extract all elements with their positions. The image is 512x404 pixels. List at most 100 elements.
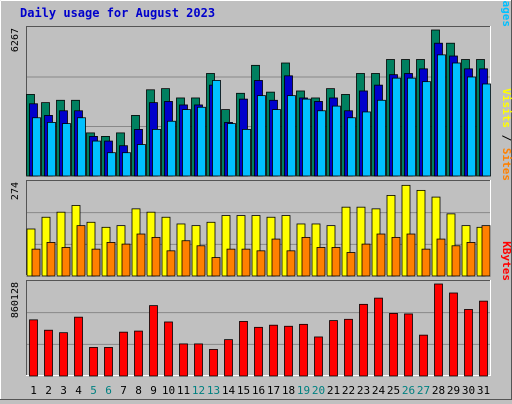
day-label-11: 11 (177, 384, 190, 397)
bar-pages-day-25 (392, 77, 401, 177)
chart-title: Daily usage for August 2023 (20, 6, 215, 20)
bar-kbytes-day-26 (404, 313, 413, 377)
bar-kbytes-day-1 (29, 319, 38, 377)
bar-visits-day-28 (431, 196, 441, 277)
bar-kbytes-day-21 (329, 320, 338, 377)
bar-pages-day-23 (362, 111, 371, 177)
bar-sites-day-14 (226, 248, 236, 277)
bar-pages-day-22 (347, 117, 356, 177)
bar-sites-day-12 (196, 245, 206, 277)
legend-entry-0: Visits (500, 88, 512, 128)
day-label-22: 22 (342, 384, 355, 397)
day-label-2: 2 (45, 384, 52, 397)
bar-pages-day-16 (257, 95, 266, 177)
day-label-15: 15 (237, 384, 250, 397)
bar-sites-day-11 (181, 240, 191, 277)
panel-hits-files-pages: 6267 Hits / Files / Pages (10, 0, 512, 177)
bar-kbytes-day-12 (194, 343, 203, 377)
bar-visits-day-10 (161, 216, 171, 277)
bar-sites-day-4 (76, 225, 86, 277)
bar-pages-day-10 (167, 120, 176, 177)
bar-sites-day-2 (46, 242, 56, 277)
bar-kbytes-day-27 (419, 334, 428, 377)
day-label-18: 18 (282, 384, 295, 397)
bar-sites-day-8 (136, 233, 146, 277)
day-label-27: 27 (417, 384, 430, 397)
bar-sites-day-6 (106, 242, 116, 277)
bar-sites-day-29 (451, 245, 461, 277)
bar-sites-day-31 (481, 225, 491, 277)
bar-visits-day-3 (56, 211, 66, 277)
series-kbytes (29, 283, 488, 377)
legend-entry-0: KBytes (500, 241, 512, 281)
day-label-25: 25 (387, 384, 400, 397)
bar-pages-day-26 (407, 77, 416, 177)
day-label-19: 19 (297, 384, 310, 397)
bar-pages-day-21 (332, 105, 341, 177)
day-label-29: 29 (447, 384, 460, 397)
bar-kbytes-day-22 (344, 318, 353, 377)
bar-kbytes-day-20 (314, 336, 323, 377)
bar-pages-day-7 (122, 152, 131, 177)
bar-pages-day-14 (227, 123, 236, 177)
bar-kbytes-day-16 (254, 326, 263, 377)
bar-pages-day-29 (452, 62, 461, 177)
bar-pages-day-4 (77, 117, 86, 177)
y-max-label: 860128 (10, 282, 21, 318)
bar-visits-day-18 (281, 215, 291, 277)
day-label-8: 8 (135, 384, 142, 397)
legend: Hits / Files / Pages (500, 0, 512, 27)
bar-kbytes-day-25 (389, 313, 398, 377)
bar-pages-day-30 (467, 76, 476, 177)
bar-kbytes-day-9 (149, 305, 158, 377)
bar-visits-day-22 (341, 206, 351, 277)
bar-sites-day-30 (466, 242, 476, 277)
bar-sites-day-21 (331, 247, 341, 277)
y-max-label: 6267 (10, 28, 21, 52)
panels-layer: 6267 Hits / Files / Pages 274 Visits / Site… (10, 0, 512, 377)
day-label-7: 7 (120, 384, 127, 397)
bar-pages-day-9 (152, 129, 161, 177)
bar-pages-day-11 (182, 109, 191, 177)
bar-sites-day-9 (151, 236, 161, 277)
series-pages (32, 54, 491, 177)
day-label-13: 13 (207, 384, 220, 397)
bar-visits-day-25 (386, 195, 396, 277)
bar-sites-day-28 (436, 238, 446, 277)
legend: Visits / Sites (500, 88, 512, 181)
day-label-6: 6 (105, 384, 112, 397)
bar-kbytes-day-18 (284, 325, 293, 377)
bar-sites-day-18 (286, 250, 296, 277)
bar-visits-day-13 (206, 221, 216, 277)
bar-kbytes-day-24 (374, 297, 383, 377)
bar-visits-day-26 (401, 184, 411, 277)
day-label-24: 24 (372, 384, 386, 397)
day-label-28: 28 (432, 384, 445, 397)
bar-kbytes-day-4 (74, 316, 83, 377)
bar-kbytes-day-19 (299, 323, 308, 377)
bar-sites-day-23 (361, 243, 371, 277)
day-label-21: 21 (327, 384, 340, 397)
bar-kbytes-day-28 (434, 283, 443, 377)
bar-sites-day-13 (211, 257, 221, 277)
bar-sites-day-16 (256, 250, 266, 277)
bar-pages-day-15 (242, 129, 251, 177)
day-labels: 1 2 3 4 5 6 7 8 9 10 11 12 13 14 15 16 17 18 19 20 21 22 23 24 2… (30, 384, 490, 397)
bar-pages-day-12 (197, 106, 206, 177)
bar-kbytes-day-31 (479, 300, 488, 377)
bar-kbytes-day-17 (269, 324, 278, 377)
bar-kbytes-day-23 (359, 303, 368, 377)
day-label-26: 26 (402, 384, 415, 397)
day-label-4: 4 (75, 384, 82, 397)
bar-sites-day-15 (241, 248, 251, 277)
bar-pages-day-1 (32, 117, 41, 177)
bar-kbytes-day-10 (164, 321, 173, 377)
day-label-12: 12 (192, 384, 205, 397)
legend-entry-1: / (500, 128, 512, 148)
bar-pages-day-19 (302, 98, 311, 177)
bar-kbytes-day-7 (119, 331, 128, 377)
bar-visits-day-15 (236, 215, 246, 277)
bar-pages-day-18 (287, 95, 296, 177)
